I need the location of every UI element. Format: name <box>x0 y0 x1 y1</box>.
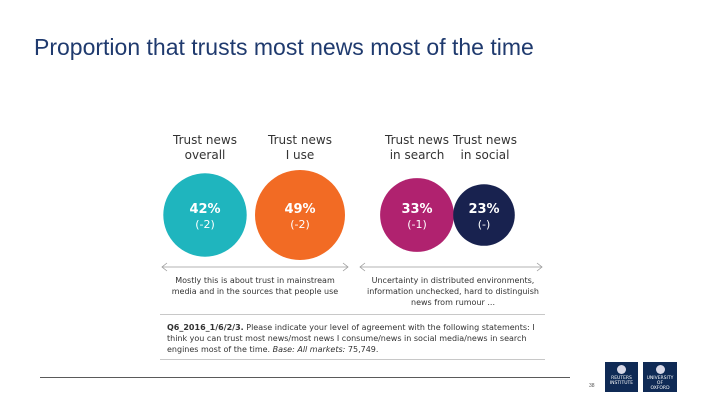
label-line: Trust news <box>385 133 449 147</box>
divider-bottom <box>160 359 545 360</box>
footer-line <box>40 377 570 378</box>
label-line: in social <box>460 148 510 162</box>
logo-text: INSTITUTE <box>609 381 634 386</box>
label-line: Trust news <box>453 133 517 147</box>
oxford-logo: UNIVERSITY OF OXFORD <box>643 362 677 392</box>
bubble-2 <box>380 178 454 252</box>
label-trust-news-in-search: Trust news in search <box>362 133 472 163</box>
logo-text: REUTERS <box>611 376 632 381</box>
caption-line: media and in the sources that people use <box>171 287 339 296</box>
label-trust-news-overall: Trust news overall <box>150 133 260 163</box>
label-line: Trust news <box>268 133 332 147</box>
group-arrow-mainstream <box>161 262 349 272</box>
caption-mainstream: Mostly this is about trust in mainstream… <box>160 275 350 297</box>
base-value: 75,749. <box>345 345 379 354</box>
label-trust-news-in-social: Trust news in social <box>430 133 540 163</box>
bubble-change-label: (-1) <box>407 218 427 231</box>
slide-title: Proportion that trusts most news most of… <box>34 34 534 60</box>
bubble-value-label: 42% <box>189 202 220 217</box>
label-line: I use <box>285 148 315 162</box>
bubble-1 <box>255 170 345 260</box>
label-line: in search <box>389 148 445 162</box>
bubble-change-label: (-) <box>478 218 491 231</box>
logo-text: UNIVERSITY OF <box>646 376 674 386</box>
crest-icon <box>655 365 665 374</box>
logo-text: OXFORD <box>650 386 670 391</box>
bubble-value-label: 33% <box>401 202 432 217</box>
caption-line: Uncertainty in distributed environments, <box>371 276 535 285</box>
bubble-change-label: (-2) <box>195 218 215 231</box>
survey-question-note: Q6_2016_1/6/2/3. Please indicate your le… <box>167 322 542 355</box>
bubble-0 <box>163 173 247 257</box>
caption-line: Mostly this is about trust in mainstream <box>175 276 335 285</box>
caption-line: information unchecked, hard to distingui… <box>367 287 539 296</box>
caption-line: news from rumour ... <box>411 298 495 307</box>
label-line: Trust news <box>173 133 237 147</box>
bubble-3 <box>453 184 515 246</box>
bubble-change-label: (-2) <box>290 218 310 231</box>
divider-top <box>160 314 545 315</box>
question-text: Please indicate your level of agreement … <box>167 323 535 354</box>
page-number: 38 <box>589 383 595 389</box>
bubble-value-label: 23% <box>468 202 499 217</box>
question-code: Q6_2016_1/6/2/3. <box>167 323 244 332</box>
bubble-value-label: 49% <box>284 202 315 217</box>
reuters-institute-logo: REUTERS INSTITUTE <box>605 362 638 392</box>
label-line: overall <box>184 148 226 162</box>
caption-distributed: Uncertainty in distributed environments,… <box>358 275 548 308</box>
label-trust-news-i-use: Trust news I use <box>245 133 355 163</box>
globe-icon <box>617 365 626 374</box>
group-arrow-distributed <box>359 262 543 272</box>
base-label: Base: All markets: <box>272 345 346 354</box>
